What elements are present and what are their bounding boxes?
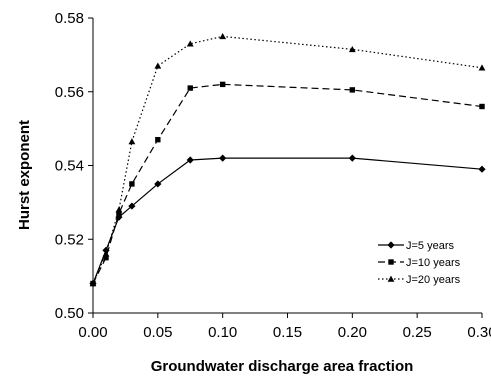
data-point <box>348 45 356 53</box>
y-tick-label: 0.54 <box>55 158 84 175</box>
data-point <box>219 154 227 162</box>
x-tick-label: 0.25 <box>403 324 432 341</box>
data-point <box>129 181 135 187</box>
data-point <box>479 103 485 110</box>
data-point <box>349 87 356 93</box>
x-tick-label: 0.10 <box>208 324 237 341</box>
data-point <box>115 206 123 213</box>
x-tick-label: 0.05 <box>143 324 172 341</box>
x-tick-label: 0.15 <box>273 324 302 341</box>
data-point <box>89 280 97 287</box>
y-tick-label: 0.52 <box>55 231 84 248</box>
data-point <box>155 136 161 143</box>
data-point <box>186 156 194 164</box>
legend-item: J=5 years <box>378 240 454 252</box>
series-layer <box>89 33 486 288</box>
x-axis-title: Groundwater discharge area fraction <box>151 358 414 375</box>
data-point <box>128 138 136 145</box>
data-point <box>115 213 123 221</box>
data-point <box>103 254 109 261</box>
y-tick-label: 0.50 <box>55 305 84 322</box>
data-point <box>102 250 110 257</box>
y-tick-label: 0.56 <box>55 84 84 101</box>
data-point <box>348 154 356 162</box>
data-point <box>186 40 194 47</box>
axes: 0.50 0.52 0.54 0.56 0.58 0.00 0.05 0.10 0.15 0.20… <box>55 10 491 341</box>
data-point <box>478 165 486 173</box>
legend-item: J=20 years <box>378 274 461 286</box>
series-triangle <box>89 33 486 287</box>
legend: J=5 years J=10 years J=20 years <box>378 240 461 286</box>
legend-swatch-marker <box>387 275 395 282</box>
legend-item: J=10 years <box>378 257 461 269</box>
data-point <box>154 62 162 69</box>
y-axis-title: Hurst exponent <box>16 120 33 230</box>
legend-label: J=20 years <box>406 274 461 286</box>
legend-label: J=5 years <box>406 240 454 252</box>
legend-swatch-marker <box>388 259 394 265</box>
data-point <box>187 85 193 91</box>
data-point <box>154 180 162 188</box>
x-tick-label: 0.00 <box>78 324 107 341</box>
data-point <box>219 81 226 88</box>
x-tick-label: 0.30 <box>467 324 491 341</box>
x-tick-label: 0.20 <box>338 324 367 341</box>
legend-label: J=10 years <box>406 257 461 269</box>
data-point <box>478 64 486 71</box>
data-point <box>219 33 227 40</box>
y-tick-label: 0.58 <box>55 10 84 27</box>
data-point <box>128 202 136 210</box>
legend-swatch-marker <box>387 241 395 249</box>
data-point <box>116 210 122 217</box>
